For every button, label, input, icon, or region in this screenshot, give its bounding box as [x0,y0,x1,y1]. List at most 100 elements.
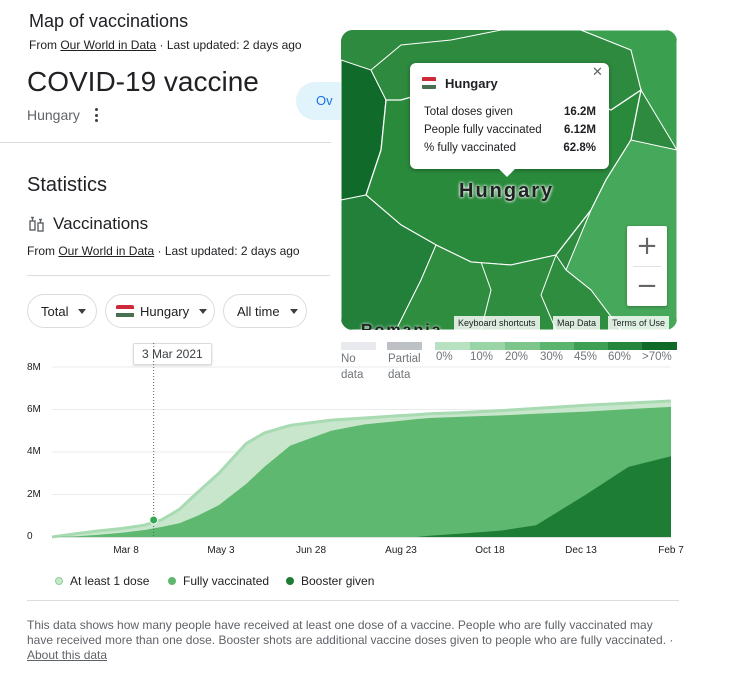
map-data-link[interactable]: Map Data [553,316,601,330]
legend-fully-vaccinated: Fully vaccinated [168,574,269,588]
hover-date-label: 3 Mar 2021 [133,343,212,365]
series-area-2 [52,456,671,537]
tooltip-pointer [499,169,515,177]
x-tick-label: Aug 23 [385,545,417,556]
scale-label: >70% [642,351,672,363]
tooltip-row: Total doses given 16.2M [424,106,596,118]
location-label: Hungary [27,107,80,123]
tooltip-row-label: % fully vaccinated [424,142,517,154]
x-tick-label: Oct 18 [475,545,505,556]
syringe-icon [28,216,46,234]
terms-of-use-link[interactable]: Terms of Use [608,316,670,330]
map-region-northeast [580,30,677,151]
scale-label-line: No [341,353,356,365]
map-source-link[interactable]: Our World in Data [60,38,157,52]
series-area-0 [52,401,671,537]
zoom-divider [633,266,661,267]
tooltip-row-value: 16.2M [564,106,596,118]
map-tooltip: Hungary ✕ Total doses given 16.2M People… [410,63,609,169]
scale-swatch-20 [505,342,540,350]
x-tick-label: May 3 [207,545,235,556]
legend-label: Fully vaccinated [183,574,270,588]
page-title: COVID-19 vaccine [27,66,259,97]
legend-label: Booster given [301,574,375,588]
chevron-down-icon [289,308,298,314]
total-filter-label: Total [41,303,69,319]
total-filter[interactable]: Total [27,294,97,328]
footnote-separator: · [666,633,674,647]
scale-swatch-60 [608,342,642,350]
about-this-data-link[interactable]: About this data [27,648,108,662]
overview-tab-label: Ov [316,93,333,108]
map-country-label: Hungary [459,180,555,202]
x-tick-label: Dec 13 [565,545,597,556]
stats-source-link[interactable]: Our World in Data [58,244,155,258]
scale-label: 60% [608,351,632,363]
map-source-prefix: From [29,38,61,52]
scale-label: 10% [470,351,494,363]
map-region-south [395,244,622,330]
tooltip-country: Hungary [445,76,498,91]
y-tick-label: 6M [27,404,41,415]
legend-swatch [286,577,294,585]
hungary-flag-icon [422,77,436,89]
chevron-down-icon [199,308,208,314]
zoom-out-button[interactable]: − [636,271,658,301]
y-tick-label: 8M [27,362,41,373]
country-filter[interactable]: Hungary [105,294,215,328]
legend-label: At least 1 dose [70,574,150,588]
scale-swatch-partial [387,342,422,350]
footnote: This data shows how many people have rec… [27,618,677,663]
more-options-icon[interactable] [92,108,100,122]
legend-at-least-one-dose: At least 1 dose [55,574,149,588]
time-range-filter-label: All time [237,303,280,319]
statistics-heading: Statistics [27,174,108,196]
header-divider [0,142,331,143]
stats-source-line: From Our World in Data · Last updated: 2… [27,244,300,258]
x-tick-label: Mar 8 [113,545,139,556]
scale-swatch-45 [574,342,608,350]
tooltip-row: % fully vaccinated 62.8% [424,142,596,154]
tooltip-row-label: Total doses given [424,106,513,118]
legend-swatch [55,577,63,585]
series-area-1 [52,406,671,537]
time-range-filter[interactable]: All time [223,294,307,328]
country-filter-label: Hungary [140,303,190,319]
legend-swatch [168,577,176,585]
y-tick-label: 2M [27,489,41,500]
legend-booster-given: Booster given [286,574,374,588]
map-source-line: From Our World in Data · Last updated: 2… [29,38,302,52]
stats-updated-text: · Last updated: 2 days ago [154,244,300,258]
scale-label-partial: Partial data [388,351,421,383]
map-title: Map of vaccinations [29,11,189,31]
zoom-in-button[interactable]: + [636,231,658,261]
scale-label-no-data: No data [341,351,363,383]
scale-label: 45% [574,351,598,363]
x-tick-label: Feb 7 [658,545,684,556]
map-color-scale [341,342,677,350]
series-line-0 [51,399,672,539]
stats-divider [27,275,330,276]
chevron-down-icon [78,308,87,314]
hungary-flag-icon [116,304,134,318]
tooltip-row-label: People fully vaccinated [424,124,542,136]
scale-label: 20% [505,351,529,363]
scale-label-line: Partial [388,353,421,365]
scale-label: 0% [436,351,453,363]
y-tick-label: 0 [27,531,33,542]
zoom-controls: + − [627,226,667,306]
scale-swatch-0 [435,342,470,350]
tooltip-row: People fully vaccinated 6.12M [424,124,596,136]
vaccinations-heading: Vaccinations [53,214,149,233]
scale-swatch-10 [470,342,505,350]
x-tick-label: Jun 28 [295,545,327,556]
tooltip-row-value: 6.12M [564,124,596,136]
scale-swatch-70 [642,342,677,350]
footnote-divider [27,600,679,601]
scale-swatch-30 [540,342,574,350]
scale-label-line: data [388,369,411,381]
close-icon[interactable]: ✕ [592,65,603,80]
scale-swatch-no-data [341,342,376,350]
footnote-text: This data shows how many people have rec… [27,618,667,647]
keyboard-shortcuts-link[interactable]: Keyboard shortcuts [454,316,540,330]
